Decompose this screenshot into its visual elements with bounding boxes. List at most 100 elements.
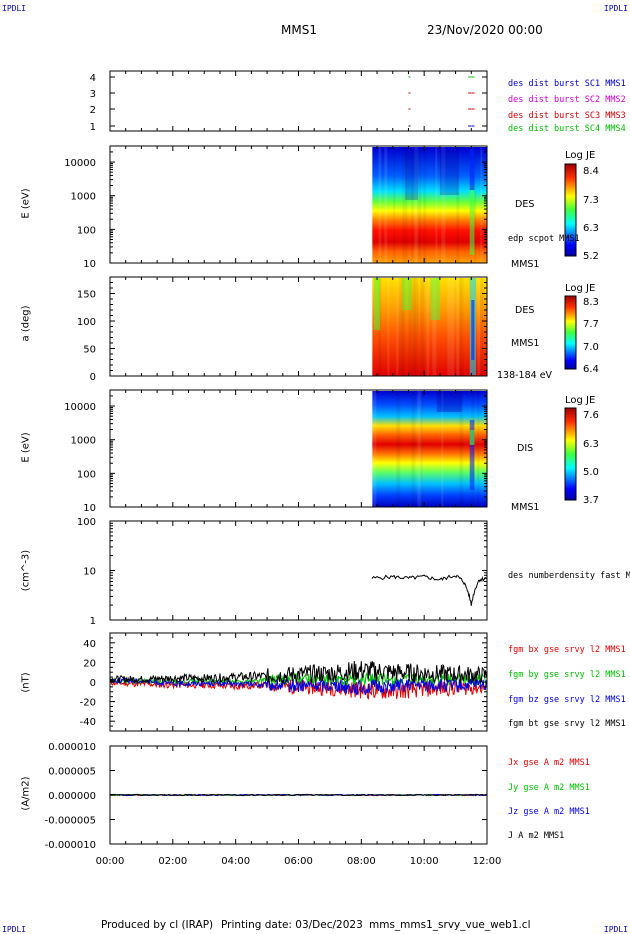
dis-energy-spectrogram-texture (417, 391, 422, 507)
des-pitch-spectrogram-feature (430, 278, 440, 320)
bfield-ytick-label: -40 (80, 717, 96, 728)
dis-energy-spectrogram-texture (411, 391, 416, 507)
des-pitch-spectrogram-texture (399, 278, 404, 376)
bfield-series-bz (109, 677, 488, 696)
des-energy-sc-label: MMS1 (511, 259, 540, 270)
des-pitch-energy-range: 138-184 eV (497, 370, 553, 381)
current-ylabel: (A/m2) (20, 776, 32, 811)
spacecraft-title: MMS1 (281, 23, 317, 37)
des-pitch-ytick-label: 100 (77, 317, 96, 328)
des-energy-cb-tick: 6.3 (583, 223, 599, 234)
dis-energy-spectrogram-texture (477, 391, 480, 507)
avail-ytick-label: 4 (90, 73, 96, 84)
des-energy-spectrogram-feature (439, 150, 459, 195)
corner-tag-tl: IPDLI (2, 4, 27, 13)
x-tick-label: 04:00 (221, 856, 250, 867)
x-tick-label: 10:00 (410, 856, 439, 867)
dis-energy-spectrogram-texture (441, 391, 444, 507)
dis-energy-spectrogram-feature (469, 430, 475, 445)
bfield-ylabel: (nT) (20, 672, 32, 693)
des-energy-cb-title: Log JE (565, 150, 596, 161)
des-pitch-cb-tick: 7.0 (583, 342, 599, 353)
des-pitch-ytick-label: 50 (83, 345, 96, 356)
density-ytick-label: 100 (77, 517, 96, 528)
avail-ytick-label: 2 (90, 105, 96, 116)
density-ytick-label: 1 (90, 616, 96, 627)
dis-energy-spectrogram-texture (396, 391, 401, 507)
des-energy-spectrogram-texture (378, 147, 382, 263)
des-pitch-spectrogram-texture (414, 278, 419, 376)
dis-energy-cb-tick: 6.3 (583, 439, 599, 450)
des-energy-ylabel: E (eV) (20, 188, 32, 219)
des-energy-spectrogram-texture (402, 147, 406, 263)
des-pitch-spectrogram-texture (420, 278, 425, 376)
bfield-legend-by: fgm by gse srvy l2 MMS1 (508, 670, 626, 680)
dis-energy-side-label: DIS (517, 443, 534, 454)
des-energy-spectrogram-texture (456, 147, 460, 263)
x-tick-label: 12:00 (473, 856, 502, 867)
avail-ytick-label: 1 (90, 122, 96, 133)
des-energy-colorbar (564, 163, 577, 257)
des-energy-cb-tick: 7.3 (583, 195, 599, 206)
current-legend-jz: Jz gse A m2 MMS1 (508, 807, 590, 817)
current-ytick-label: 0.000010 (48, 742, 96, 753)
bfield-ytick-label: -20 (80, 698, 96, 709)
x-tick-label: 06:00 (284, 856, 313, 867)
des-pitch-sc-label: MMS1 (511, 338, 540, 349)
dis-energy-cb-tick: 5.0 (583, 467, 599, 478)
des-energy-ytick-label: 10 (83, 259, 96, 270)
corner-tag-bl: IPDLI (2, 925, 27, 934)
dis-energy-ytick-label: 10 (83, 503, 96, 514)
des-energy-spectrogram-texture (423, 147, 427, 263)
current-series-j (109, 793, 488, 797)
des-pitch-colorbar (564, 295, 577, 370)
x-tick-label: 02:00 (158, 856, 187, 867)
dis-energy-cb-tick: 7.6 (583, 410, 599, 421)
des-pitch-cb-tick: 8.3 (583, 297, 599, 308)
des-pitch-cb-tick: 6.4 (583, 364, 599, 375)
dis-energy-spectrogram-texture (372, 391, 377, 507)
des-pitch-ylabel: a (deg) (20, 305, 32, 342)
des-pitch-spectrogram-texture (411, 278, 416, 376)
footer-produced: Produced by cl (IRAP) (101, 919, 214, 931)
bfield-ytick-label: 0 (90, 678, 96, 689)
des-pitch-spectrogram-texture (450, 278, 455, 376)
avail-legend-mms1: des dist burst SC1 MMS1 (508, 79, 626, 89)
des-pitch-spectrogram-texture (456, 278, 460, 376)
des-energy-scpot-label: edp scpot MMS1 (508, 234, 580, 244)
des-pitch-spectrogram-feature (402, 278, 412, 310)
des-pitch-spectrogram-texture (387, 278, 390, 376)
des-pitch-spectrogram-texture (396, 278, 399, 376)
des-energy-cb-tick: 5.2 (583, 251, 599, 262)
des-energy-spectrogram-texture (480, 147, 483, 263)
des-energy-spectrogram-texture (411, 147, 414, 263)
dis-energy-colorbar (564, 407, 577, 501)
des-energy-spectrogram-feature (405, 150, 418, 200)
avail-legend-mms2: des dist burst SC2 MMS2 (508, 95, 626, 105)
des-pitch-cb-title: Log JE (565, 283, 596, 294)
des-pitch-spectrogram-feature (373, 278, 381, 330)
density-series-line (371, 574, 488, 606)
des-pitch-spectrogram-texture (408, 278, 412, 376)
des-energy-spectrogram (372, 147, 487, 263)
des-energy-spectrogram-feature (469, 147, 475, 190)
current-ytick-label: 0.000000 (48, 791, 96, 802)
avail-ytick-label: 3 (90, 89, 96, 100)
des-energy-cb-tick: 8.4 (583, 166, 599, 177)
des-pitch-spectrogram-texture (459, 278, 464, 376)
density-ylabel: (cm^-3) (20, 549, 32, 592)
dis-energy-spectrogram-feature (469, 420, 475, 490)
corner-tag-tr: IPDLI (603, 4, 628, 13)
dis-energy-spectrogram-texture (420, 391, 423, 507)
des-pitch-spectrogram (372, 278, 487, 376)
current-legend-jx: Jx gse A m2 MMS1 (508, 758, 590, 768)
des-pitch-spectrogram-texture (426, 278, 430, 376)
des-energy-spectrogram-texture (435, 147, 438, 263)
des-pitch-cb-tick: 7.7 (583, 319, 599, 330)
des-energy-spectrogram-texture (384, 147, 388, 263)
des-pitch-spectrogram-texture (477, 278, 481, 376)
avail-legend-mms3: des dist burst SC3 MMS3 (508, 111, 626, 121)
des-pitch-spectrogram-texture (402, 278, 406, 376)
date-title: 23/Nov/2020 00:00 (427, 23, 543, 37)
x-tick-label: 08:00 (347, 856, 376, 867)
